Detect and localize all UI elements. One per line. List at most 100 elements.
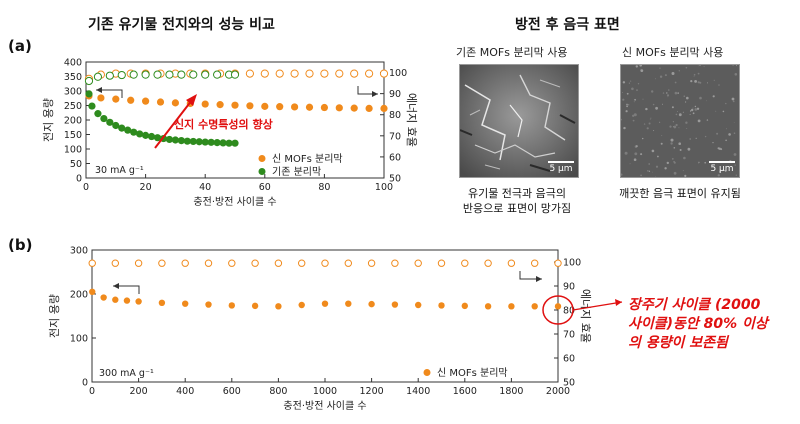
- x-tick-label: 1400: [406, 386, 430, 397]
- y-right-tick-label: 60: [389, 152, 401, 163]
- legend-marker: [258, 155, 266, 162]
- legend-label: 기존 분리막: [272, 166, 321, 178]
- data-point-series-1: [124, 126, 132, 134]
- data-point-series-0: [171, 99, 179, 107]
- data-point-series-3: [129, 70, 138, 79]
- y-right-tick-label: 50: [389, 174, 401, 185]
- y-right-axis-label: 에너지 효율: [405, 93, 418, 147]
- chart-b: 0 200 400 600 800 1000 1200 1400 1600 1800 2000 0 10…: [48, 246, 592, 413]
- data-point-series-0: [276, 103, 284, 111]
- x-tick-label: 2000: [546, 386, 570, 397]
- data-point-series-1: [136, 130, 144, 138]
- data-point-series-1: [111, 259, 120, 267]
- data-point-series-0: [205, 301, 212, 308]
- data-point-series-3: [189, 70, 198, 79]
- data-point-series-1: [484, 259, 492, 267]
- y-left-tick-label: 100: [70, 334, 88, 345]
- data-point-series-2: [305, 69, 314, 78]
- x-tick-label: 20: [140, 182, 152, 193]
- data-point-series-2: [290, 69, 299, 78]
- data-point-series-3: [177, 70, 186, 79]
- x-tick-label: 200: [130, 386, 148, 397]
- data-point-series-2: [379, 69, 389, 78]
- data-point-series-1: [177, 136, 185, 145]
- data-point-series-1: [219, 139, 227, 147]
- x-axis-label: 충전·방전 사이클 수: [283, 400, 366, 412]
- y-right-tick-label: 70: [389, 131, 401, 142]
- data-point-series-0: [158, 299, 166, 306]
- data-point-series-0: [216, 101, 224, 109]
- improvement-arrow: [154, 99, 193, 149]
- data-point-series-1: [118, 124, 126, 132]
- sem-image-damaged-anode: 5 μm: [459, 64, 579, 178]
- y-left-tick-label: 300: [64, 87, 82, 98]
- sem-left-caption: 기존 MOFs 분리막 사용: [456, 46, 568, 59]
- data-point-series-1: [147, 132, 156, 141]
- data-point-series-0: [335, 104, 343, 112]
- data-point-series-3: [117, 70, 126, 80]
- data-point-series-0: [508, 303, 515, 310]
- right-axis-arrowhead: [536, 276, 542, 282]
- data-point-series-0: [484, 303, 492, 310]
- x-axis-label: 충전·방전 사이클 수: [193, 196, 276, 208]
- data-point-series-3: [230, 70, 240, 79]
- data-point-series-1: [142, 131, 150, 139]
- panel-a-label: (a): [8, 37, 32, 55]
- data-point-series-1: [461, 259, 469, 267]
- data-point-series-3: [201, 70, 210, 79]
- y-right-tick-label: 60: [563, 354, 575, 365]
- right-axis-arrow: [357, 86, 378, 95]
- chart-a-title: 기존 유기물 전지와의 성능 비교: [88, 17, 275, 33]
- y-left-tick-label: 0: [82, 378, 88, 389]
- data-point-series-0: [321, 300, 329, 307]
- y-left-tick-label: 150: [64, 130, 82, 141]
- data-point-series-0: [251, 302, 259, 310]
- x-tick-label: 40: [199, 182, 211, 193]
- x-tick-label: 800: [269, 386, 287, 397]
- sem-right-caption: 신 MOFs 분리막 사용: [622, 46, 724, 59]
- data-point-series-0: [142, 97, 150, 105]
- data-point-series-0: [345, 300, 352, 307]
- data-point-series-1: [189, 137, 197, 146]
- data-point-series-1: [158, 259, 166, 267]
- data-point-series-0: [112, 296, 119, 303]
- right-axis-arrow: [519, 271, 542, 280]
- data-point-series-1: [94, 110, 102, 118]
- y-left-tick-label: 250: [64, 101, 82, 112]
- data-point-series-1: [100, 114, 108, 123]
- data-point-series-1: [231, 139, 239, 147]
- data-point-series-1: [112, 121, 120, 130]
- data-point-series-0: [365, 104, 373, 112]
- data-point-series-1: [201, 138, 209, 146]
- data-point-series-3: [105, 71, 114, 80]
- data-point-series-0: [89, 288, 96, 295]
- chart-a: 0 20 40 60 80 1000501001502002503003504005060…: [42, 58, 418, 209]
- x-tick-label: 0: [83, 182, 89, 193]
- data-point-series-2: [260, 69, 269, 78]
- y-left-tick-label: 0: [76, 174, 82, 185]
- y-right-tick-label: 90: [563, 282, 575, 293]
- y-left-tick-label: 100: [64, 145, 82, 156]
- data-point-series-1: [213, 139, 221, 147]
- y-left-tick-label: 50: [70, 159, 82, 170]
- data-point-series-0: [415, 301, 422, 309]
- data-point-series-0: [97, 94, 105, 102]
- legend-label: 신 MOFs 분리막: [437, 367, 508, 379]
- data-point-series-0: [182, 300, 189, 307]
- x-tick-label: 600: [223, 386, 241, 397]
- data-point-series-0: [112, 95, 120, 103]
- data-point-series-2: [275, 69, 284, 78]
- x-tick-label: 1600: [453, 386, 477, 397]
- highlight-circle: [542, 295, 623, 325]
- data-point-series-3: [165, 70, 174, 79]
- data-point-series-2: [320, 69, 329, 78]
- data-point-series-1: [181, 259, 189, 267]
- data-point-series-0: [228, 302, 235, 309]
- data-point-series-0: [100, 294, 107, 301]
- y-left-tick-label: 400: [64, 58, 82, 69]
- data-point-series-1: [437, 259, 446, 267]
- data-point-series-3: [153, 70, 162, 79]
- data-point-series-0: [368, 300, 375, 308]
- y-left-axis-label: 전지 용량: [48, 294, 61, 338]
- data-point-series-0: [291, 103, 299, 111]
